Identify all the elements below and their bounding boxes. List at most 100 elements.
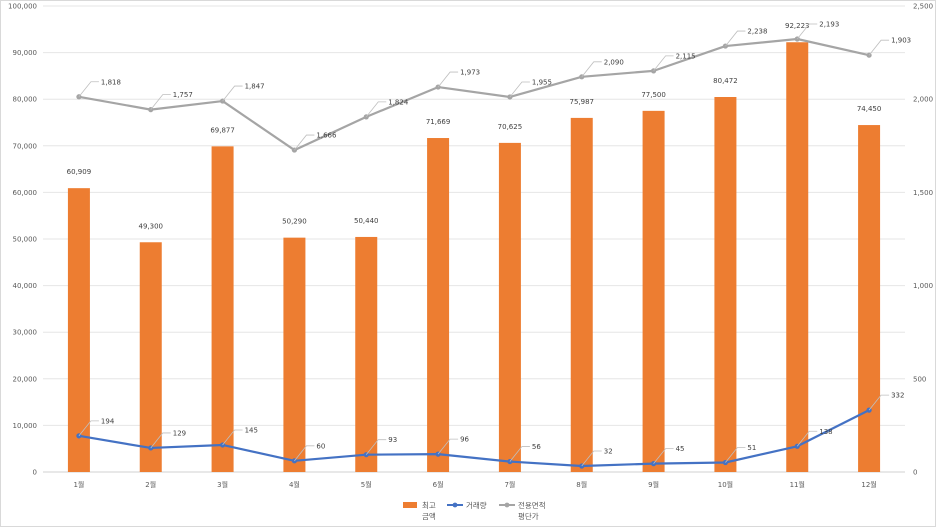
- line-series: [76, 36, 872, 469]
- left-tick-label: 90,000: [13, 49, 38, 57]
- callout-leader: [222, 85, 243, 102]
- left-axis-ticks: 0 10,000 20,000 30,000 40,000 50,000 60,000 70,…: [8, 3, 37, 477]
- series-line: [78, 409, 870, 468]
- callout-leader: [365, 101, 387, 118]
- callout-leader: [294, 445, 315, 462]
- bar: [427, 138, 450, 472]
- bar-data-label: 50,290: [282, 218, 307, 226]
- bar-data-label: 74,450: [857, 105, 882, 113]
- line-data-label: 2,115: [676, 52, 696, 60]
- left-tick-label: 70,000: [13, 142, 38, 150]
- callout-leader: [365, 439, 387, 455]
- callout-leader: [581, 450, 602, 467]
- callout-leader: [78, 420, 99, 437]
- x-tick-label: 11월: [790, 480, 805, 489]
- x-tick-label: 1월: [73, 480, 84, 489]
- callout-leader: [222, 429, 243, 446]
- line-data-label: 145: [245, 426, 258, 434]
- bar: [139, 242, 162, 472]
- legend-swatch-bar: [403, 502, 417, 508]
- bar: [283, 237, 306, 472]
- line-data-label: 129: [173, 429, 186, 437]
- legend-swatch-marker: [452, 502, 458, 508]
- callout-leader: [725, 30, 746, 47]
- line-data-label: 45: [676, 445, 685, 453]
- left-tick-label: 40,000: [13, 282, 38, 290]
- bar-data-label: 70,625: [498, 123, 523, 131]
- bar: [211, 146, 234, 473]
- bar-data-label: 92,223: [785, 22, 810, 30]
- line-data-label: 1,818: [101, 78, 121, 86]
- legend-label: 평단가: [518, 511, 539, 521]
- callout-leader: [437, 438, 459, 455]
- x-tick-label: 5월: [361, 480, 372, 489]
- right-axis-ticks: 0 500 1,000 1,500 2,000 2,500: [913, 3, 933, 477]
- right-tick-label: 1,500: [913, 189, 933, 197]
- callout-leader: [725, 447, 746, 463]
- x-tick-label: 12월: [861, 480, 876, 489]
- callout-leader: [150, 94, 171, 110]
- bar: [498, 142, 521, 472]
- right-tick-label: 1,000: [913, 282, 933, 290]
- x-tick-label: 4월: [289, 480, 300, 489]
- callout-leader: [796, 23, 818, 40]
- legend-label: 금액: [422, 511, 436, 521]
- bar: [858, 125, 881, 473]
- line-data-label: 93: [388, 436, 397, 444]
- bar-data-label: 60,909: [67, 168, 92, 176]
- line-data-label: 2,090: [604, 58, 624, 66]
- line-data-label: 2,193: [819, 20, 839, 28]
- bar: [786, 42, 809, 473]
- left-tick-label: 100,000: [8, 3, 37, 11]
- line-data-label: 2,238: [747, 28, 767, 36]
- bar: [355, 236, 378, 472]
- legend-label: 거래량: [466, 501, 487, 510]
- line-data-label: 51: [747, 444, 756, 452]
- callout-leader: [437, 71, 459, 88]
- callout-leader: [509, 81, 530, 98]
- line-data-label: 1,903: [891, 37, 911, 45]
- legend-label: 최고: [422, 500, 436, 510]
- left-tick-label: 10,000: [13, 422, 38, 430]
- left-tick-label: 50,000: [13, 236, 38, 244]
- series-line: [78, 37, 870, 152]
- callout-leader: [653, 55, 674, 72]
- line-data-label: 1,847: [245, 83, 265, 91]
- callout-leader: [868, 39, 890, 56]
- left-tick-label: 30,000: [13, 329, 38, 337]
- line-data-label: 96: [460, 436, 469, 444]
- line-data-label: 1,955: [532, 78, 552, 86]
- callout-leader: [581, 61, 602, 78]
- left-tick-label: 80,000: [13, 96, 38, 104]
- line-data-label: 56: [532, 443, 541, 451]
- legend-swatch-marker: [504, 502, 510, 508]
- line-data-label: 1,757: [173, 91, 193, 99]
- bar: [642, 110, 665, 472]
- line-data-label: 60: [316, 442, 325, 450]
- legend-label: 전용면적: [518, 500, 546, 510]
- callout-leader: [150, 432, 171, 449]
- bar-data-label: 49,300: [139, 222, 164, 230]
- line-data-label: 332: [891, 392, 904, 400]
- line-data-label: 1,666: [316, 132, 337, 140]
- x-tick-label: 3월: [217, 480, 228, 489]
- x-tick-label: 8월: [576, 480, 587, 489]
- x-tick-label: 7월: [504, 480, 515, 489]
- callout-leader: [868, 394, 890, 411]
- bar: [714, 97, 737, 472]
- right-tick-label: 2,000: [913, 96, 933, 104]
- right-tick-label: 0: [913, 469, 917, 477]
- right-tick-label: 500: [913, 375, 926, 383]
- bar-data-label: 71,669: [426, 118, 451, 126]
- callout-leader: [294, 134, 315, 151]
- line-data-label: 1,973: [460, 69, 480, 77]
- callout-leader: [653, 448, 674, 464]
- left-tick-label: 20,000: [13, 375, 38, 383]
- callout-leader: [796, 430, 818, 447]
- line-data-label: 138: [819, 428, 832, 436]
- bar-data-label: 50,440: [354, 217, 379, 225]
- left-tick-label: 60,000: [13, 189, 38, 197]
- right-tick-label: 2,500: [913, 3, 933, 11]
